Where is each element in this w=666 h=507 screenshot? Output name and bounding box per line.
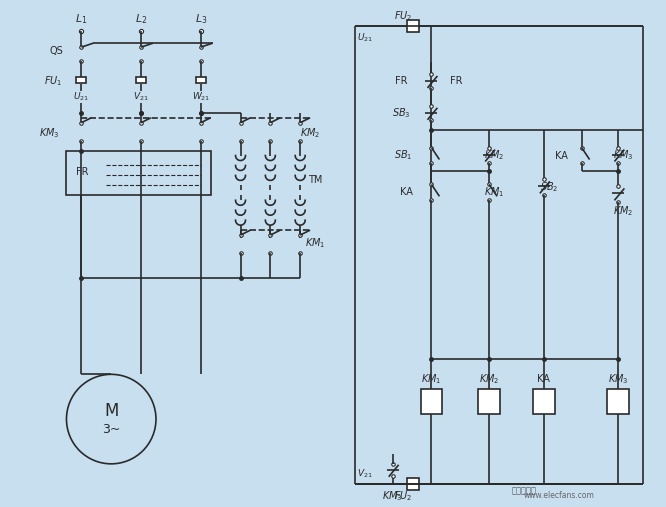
Bar: [196, 77, 206, 83]
Bar: [533, 389, 555, 414]
Text: KA: KA: [537, 374, 550, 384]
Text: KA: KA: [400, 188, 413, 197]
Text: QS: QS: [50, 46, 63, 56]
Text: $SB_1$: $SB_1$: [394, 149, 413, 162]
Text: $L_3$: $L_3$: [194, 12, 207, 26]
Text: $KM_1$: $KM_1$: [484, 186, 504, 199]
Text: KA: KA: [555, 151, 568, 161]
Text: $KM_2$: $KM_2$: [479, 373, 500, 386]
Bar: [136, 77, 146, 83]
Text: $SB_2$: $SB_2$: [539, 180, 558, 194]
Text: $U_{21}$: $U_{21}$: [357, 32, 373, 45]
Bar: [407, 20, 418, 32]
Text: $KM_3$: $KM_3$: [382, 489, 403, 502]
Text: $KM_3$: $KM_3$: [39, 126, 60, 139]
Text: www.elecfans.com: www.elecfans.com: [523, 491, 594, 500]
Text: 电子发烧友: 电子发烧友: [511, 486, 536, 495]
Text: $KM_1$: $KM_1$: [422, 373, 442, 386]
Bar: [607, 389, 629, 414]
Text: $KM_2$: $KM_2$: [613, 204, 633, 218]
Text: $SB_3$: $SB_3$: [392, 106, 411, 120]
Text: $V_{21}$: $V_{21}$: [357, 467, 372, 480]
Bar: [407, 478, 418, 490]
Text: $L_1$: $L_1$: [75, 12, 88, 26]
Text: 3~: 3~: [102, 422, 121, 436]
Text: TM: TM: [308, 175, 322, 186]
Text: $V_{21}$: $V_{21}$: [133, 91, 149, 103]
Bar: [67, 151, 210, 195]
Text: $FU_2$: $FU_2$: [394, 10, 413, 23]
Text: FR: FR: [450, 76, 463, 86]
Text: $KM_2$: $KM_2$: [300, 126, 320, 139]
Text: $FU_2$: $FU_2$: [394, 489, 413, 502]
Text: $KM_1$: $KM_1$: [305, 236, 325, 250]
Text: $U_{21}$: $U_{21}$: [73, 91, 89, 103]
Bar: [77, 77, 87, 83]
Text: $KM_3$: $KM_3$: [608, 373, 629, 386]
Text: $L_2$: $L_2$: [135, 12, 147, 26]
Text: FR: FR: [77, 167, 89, 177]
Text: $KM_2$: $KM_2$: [484, 149, 504, 162]
Text: $W_{21}$: $W_{21}$: [192, 91, 210, 103]
Text: $KM_3$: $KM_3$: [613, 149, 633, 162]
Bar: [420, 389, 442, 414]
Text: M: M: [104, 402, 119, 420]
Text: $FU_1$: $FU_1$: [45, 74, 63, 88]
Text: FR: FR: [396, 76, 408, 86]
Bar: [478, 389, 500, 414]
